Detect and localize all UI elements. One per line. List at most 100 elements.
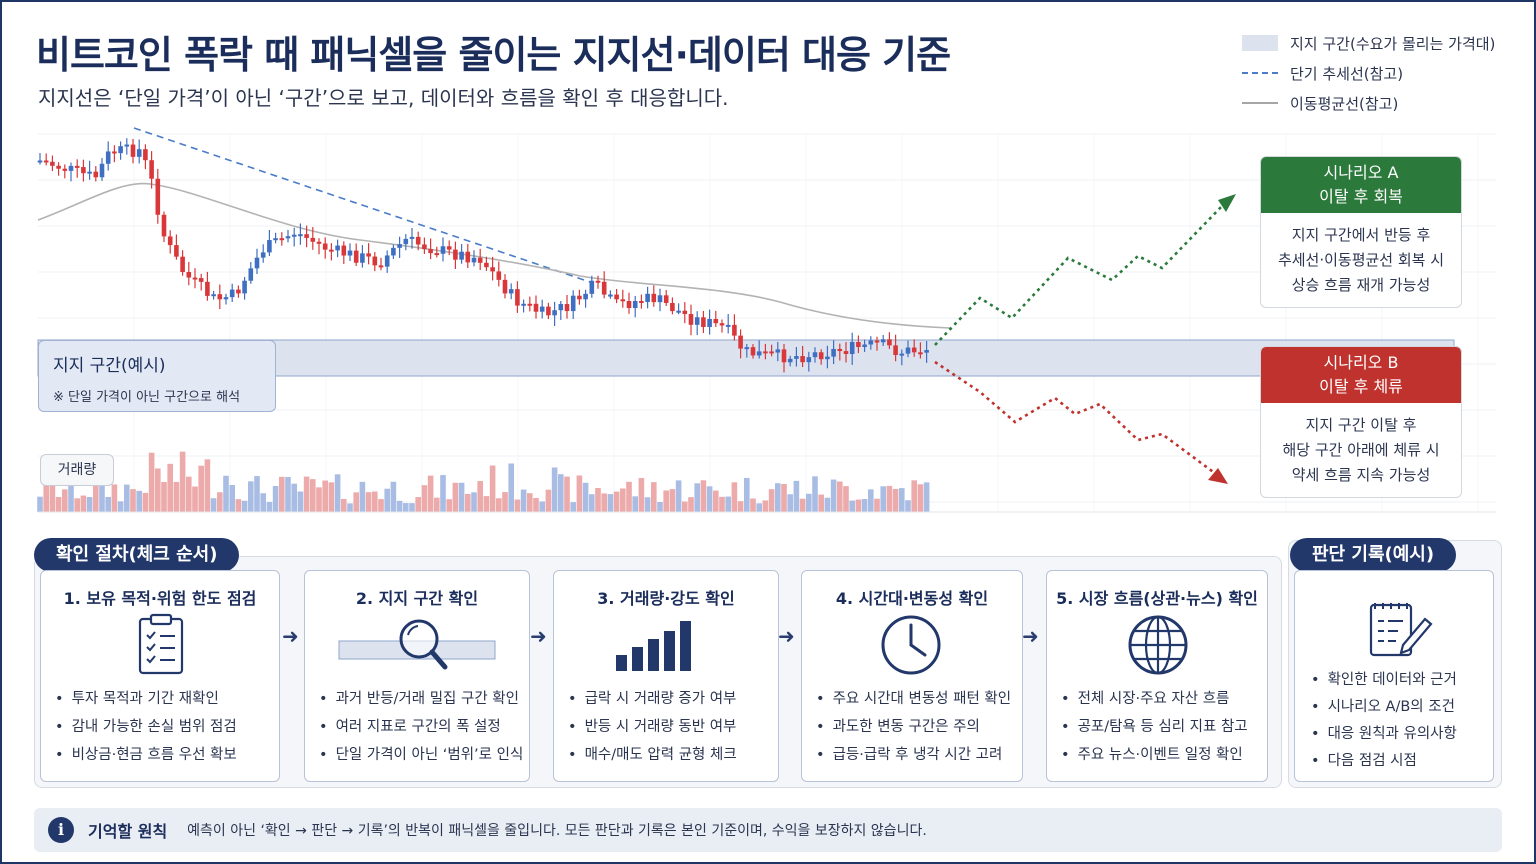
candle-body — [434, 253, 440, 256]
candle-body — [899, 353, 905, 356]
volume-bar — [830, 479, 837, 512]
candle-body — [880, 339, 886, 343]
candle-body — [905, 347, 911, 354]
scenario-b-body: 지지 구간 이탈 후 해당 구간 아래에 체류 시 약세 흐름 지속 가능성 — [1261, 403, 1461, 498]
volume-bar — [365, 492, 372, 512]
candle-body — [806, 357, 812, 363]
candle-body — [862, 344, 867, 348]
candle-body — [682, 310, 688, 315]
volume-bar — [756, 503, 762, 512]
volume-bar — [241, 500, 248, 512]
volume-bar — [334, 474, 341, 512]
volume-bar — [483, 496, 490, 512]
step-card-5: 5. 시장 흐름(상관·뉴스) 확인 전체 시장·주요 자산 흐름 공포/탐욕 … — [1046, 570, 1268, 782]
volume-bar — [539, 501, 545, 512]
volume-bar — [179, 451, 186, 512]
volume-bar — [905, 500, 911, 512]
volume-bar — [582, 482, 589, 512]
candle-body — [657, 295, 663, 303]
candle-body — [670, 302, 675, 312]
step-item: 과도한 변동 구간은 주의 — [816, 713, 1011, 741]
volume-bar — [204, 459, 211, 512]
candle-body — [50, 161, 55, 166]
candle-body — [93, 171, 99, 178]
step-card-2: 2. 지지 구간 확인 과거 반등/거래 밀집 구간 확인 여러 지표로 구간의… — [304, 570, 530, 782]
volume-bar — [173, 481, 180, 512]
candle-body — [539, 306, 545, 312]
volume-bar — [520, 489, 527, 512]
volume-bar — [248, 481, 254, 512]
legend: 지지 구간(수요가 몰리는 가격대) 단기 추세선(참고) 이동평균선(참고) — [1242, 28, 1522, 118]
candle-body — [211, 294, 216, 297]
candle-body — [887, 339, 892, 346]
volume-bar — [328, 482, 335, 512]
step-item: 주요 시간대 변동성 패턴 확인 — [816, 685, 1012, 713]
scenario-a-arrowhead — [1218, 194, 1236, 212]
volume-bar — [620, 488, 626, 512]
legend-item-zone: 지지 구간(수요가 몰리는 가격대) — [1242, 28, 1522, 58]
candle-body — [756, 351, 762, 356]
arrow-right-icon: ➜ — [778, 624, 795, 648]
candle-body — [68, 165, 74, 171]
candle-body — [37, 160, 43, 163]
candle-body — [614, 294, 619, 300]
volume-bar — [725, 496, 731, 512]
candle-body — [601, 281, 607, 295]
candle-body — [248, 268, 254, 281]
scenario-b-card: 시나리오 B 이탈 후 체류 지지 구간 이탈 후 해당 구간 아래에 체류 시… — [1260, 346, 1462, 498]
candle-body — [477, 257, 483, 263]
candle-body — [440, 246, 446, 254]
volume-bar — [787, 494, 793, 512]
candle-body — [378, 265, 384, 268]
principle-heading: 기억할 원칙 — [88, 822, 168, 841]
candle-body — [713, 318, 719, 324]
candle-body — [155, 178, 161, 215]
candle-body — [570, 295, 576, 312]
candle-body — [725, 324, 731, 327]
scenario-a-body: 지지 구간에서 반등 후 추세선·이동평균선 회복 시 상승 흐름 재개 가능성 — [1261, 213, 1461, 308]
candle-body — [192, 277, 198, 280]
scenario-a-line: 지지 구간에서 반등 후 — [1291, 226, 1431, 244]
volume-bar — [886, 485, 893, 512]
candle-body — [372, 256, 378, 266]
volume-bar — [452, 482, 459, 512]
support-zone-label: 지지 구간(예시) ※ 단일 가격이 아닌 구간으로 해석 — [38, 340, 276, 412]
candle-body — [310, 237, 316, 242]
candle-body — [626, 301, 632, 309]
volume-bar — [899, 488, 905, 512]
volume-bar — [799, 498, 806, 512]
candle-body — [366, 253, 371, 257]
volume-bar — [43, 477, 49, 512]
volume-bar — [390, 481, 397, 512]
volume-bar — [297, 491, 304, 512]
candle-body — [62, 168, 68, 171]
volume-bar — [359, 481, 366, 512]
step-item: 비상금·현금 흐름 우선 확보 — [55, 741, 237, 769]
candle-body — [769, 351, 774, 354]
volume-bar — [669, 489, 676, 512]
volume-bar — [675, 480, 682, 512]
volume-bar — [148, 452, 155, 512]
step-item: 투자 목적과 기간 재확인 — [55, 685, 237, 713]
candle-body — [43, 160, 49, 163]
scenario-b-title: 시나리오 B — [1323, 353, 1399, 372]
candle-body — [422, 244, 427, 250]
record-item: 시나리오 A/B의 조건 — [1311, 694, 1457, 721]
volume-bar — [595, 488, 601, 512]
volume-bar — [117, 501, 124, 512]
step-checklist: 급락 시 거래량 증가 여부 반등 시 거래량 동반 여부 매수/매도 압력 균… — [568, 685, 737, 769]
volume-bar — [508, 463, 514, 512]
candle-body — [397, 244, 402, 248]
legend-swatch-zone — [1242, 35, 1278, 51]
candle-body — [546, 306, 551, 316]
volume-bar — [564, 476, 570, 512]
candle-body — [744, 347, 750, 350]
volume-bar — [427, 475, 434, 512]
candle-body — [843, 351, 849, 355]
volume-bar — [260, 493, 266, 512]
arrow-right-icon: ➜ — [1022, 624, 1039, 648]
candle-body — [732, 324, 737, 336]
legend-label: 단기 추세선(참고) — [1290, 64, 1404, 83]
candle-body — [322, 243, 328, 250]
legend-swatch-moving-average — [1242, 102, 1278, 104]
